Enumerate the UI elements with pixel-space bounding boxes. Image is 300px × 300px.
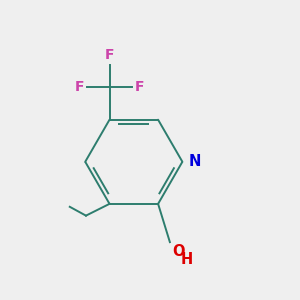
Text: H: H: [181, 252, 193, 267]
Text: F: F: [105, 48, 114, 62]
Text: F: F: [135, 80, 145, 94]
Text: N: N: [189, 154, 201, 169]
Text: F: F: [74, 80, 84, 94]
Text: O: O: [172, 244, 185, 259]
